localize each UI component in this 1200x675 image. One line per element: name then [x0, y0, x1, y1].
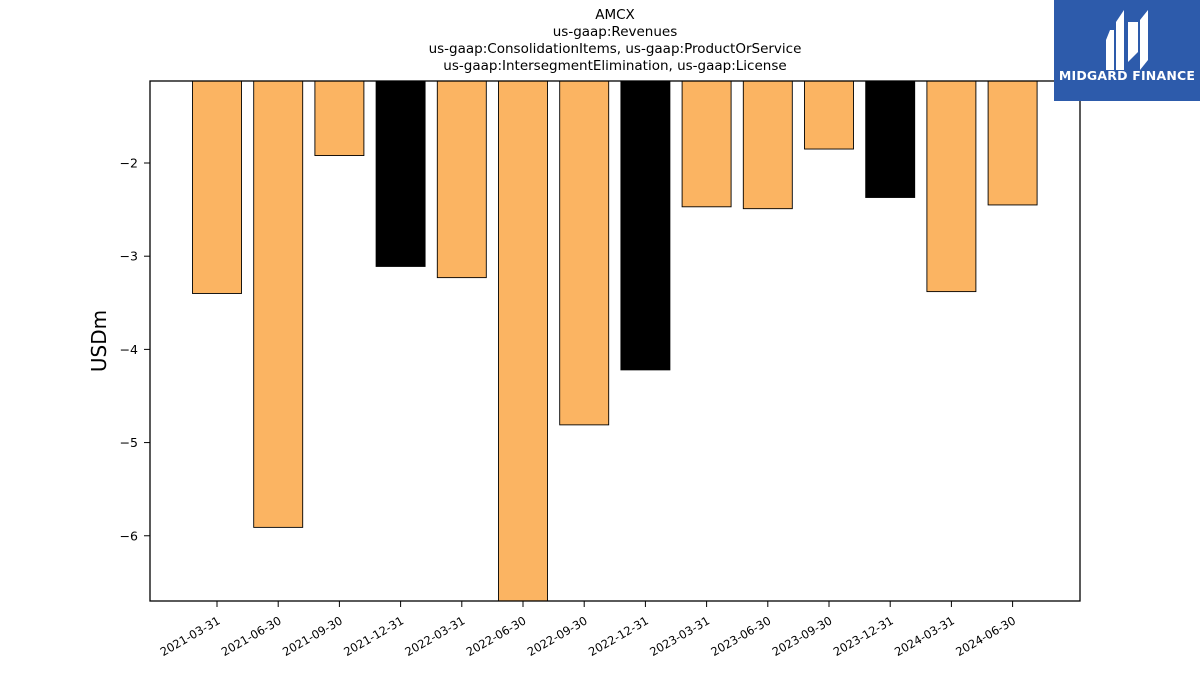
y-tick-label: −2	[120, 156, 138, 171]
chart-title-line-4: us-gaap:IntersegmentElimination, us-gaap…	[443, 58, 787, 74]
bar-2024-03-31	[926, 80, 977, 293]
bar-2022-09-30	[559, 80, 610, 426]
y-tick-label: −6	[120, 528, 138, 543]
x-tick-label: 2023-06-30	[708, 613, 773, 659]
bar-2021-12-31	[375, 80, 426, 267]
bar-2022-06-30	[498, 80, 548, 602]
bar-2023-12-31	[865, 80, 916, 198]
bar-2023-06-30	[742, 80, 793, 210]
x-tick-label: 2024-06-30	[953, 613, 1018, 659]
x-tick-label: 2022-03-31	[402, 613, 467, 659]
chart-title-line-3: us-gaap:ConsolidationItems, us-gaap:Prod…	[428, 41, 802, 57]
y-axis: −6 −5 −4 −3 −2	[120, 156, 150, 543]
x-tick-label: 2021-12-31	[341, 613, 406, 659]
plot-frame	[149, 80, 1081, 602]
bar-2021-09-30	[314, 80, 365, 157]
y-tick-label: −5	[120, 435, 138, 450]
bar-2022-03-31	[436, 80, 487, 279]
x-tick-label: 2023-12-31	[831, 613, 896, 659]
bar-2023-09-30	[804, 80, 854, 150]
chart-title-line-1: AMCX	[595, 7, 635, 23]
x-tick-label: 2021-09-30	[280, 613, 345, 659]
bar-2022-12-31	[620, 80, 671, 371]
x-tick-label: 2022-12-31	[586, 613, 651, 659]
logo-mark-icon	[1106, 10, 1148, 70]
brand-logo: MIDGARD FINANCE	[1054, 0, 1200, 101]
y-axis-label: USDm	[87, 310, 111, 372]
bar-2021-03-31	[192, 80, 242, 294]
x-tick-label: 2022-06-30	[464, 613, 529, 659]
bars-group	[192, 80, 1038, 602]
bar-2021-06-30	[253, 80, 304, 528]
bar-2024-06-30	[987, 80, 1038, 206]
x-tick-label: 2021-03-31	[158, 613, 223, 659]
logo-text: MIDGARD FINANCE	[1058, 68, 1196, 83]
x-tick-label: 2024-03-31	[892, 613, 957, 659]
y-tick-label: −4	[120, 342, 138, 357]
x-tick-label: 2021-06-30	[219, 613, 284, 659]
x-tick-label: 2022-09-30	[525, 613, 590, 659]
x-tick-label: 2023-03-31	[647, 613, 712, 659]
bar-2023-03-31	[681, 80, 732, 208]
y-tick-label: −3	[120, 249, 138, 264]
x-axis: 2021-03-312021-06-302021-09-302021-12-31…	[158, 601, 1018, 659]
x-tick-label: 2023-09-30	[770, 613, 835, 659]
chart-title-line-2: us-gaap:Revenues	[552, 24, 678, 40]
